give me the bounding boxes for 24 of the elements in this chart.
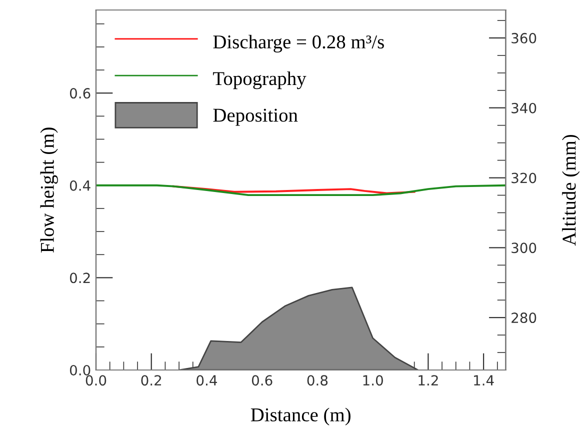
- x-tick-label: 0.6: [252, 375, 272, 386]
- y2-tick-label: 320: [512, 172, 536, 184]
- legend-label: Discharge = 0.28 m³/s: [213, 34, 384, 52]
- y-tick-label: 0.2: [70, 272, 90, 284]
- x-tick-label: 0.2: [141, 375, 162, 386]
- y-tick-label: 0.4: [70, 180, 90, 191]
- y2-tick-label: 340: [512, 102, 536, 114]
- line-series: [96, 184, 506, 196]
- y-axis-title: Flow height (m): [40, 128, 58, 253]
- y-tick-label: 0.6: [70, 88, 90, 99]
- y2-tick-label: 300: [512, 242, 536, 254]
- y-tick-label: 0.0: [70, 364, 90, 376]
- x-tick-label: 0.8: [307, 375, 328, 386]
- x-tick-label: 1.2: [418, 375, 438, 386]
- legend-label: Deposition: [213, 108, 298, 126]
- x-tick-label: 1.4: [474, 375, 494, 386]
- x-tick-label: 1.0: [363, 375, 383, 386]
- y2-tick-label: 280: [512, 312, 536, 324]
- y2-axis-title: Altitude (mm): [562, 134, 580, 246]
- y2-tick-label: 360: [512, 32, 536, 44]
- x-axis-title: Distance (m): [250, 408, 350, 426]
- legend-label: Topography: [213, 71, 306, 90]
- x-tick-label: 0.4: [196, 375, 217, 386]
- x-tick-label: 0.0: [86, 375, 106, 386]
